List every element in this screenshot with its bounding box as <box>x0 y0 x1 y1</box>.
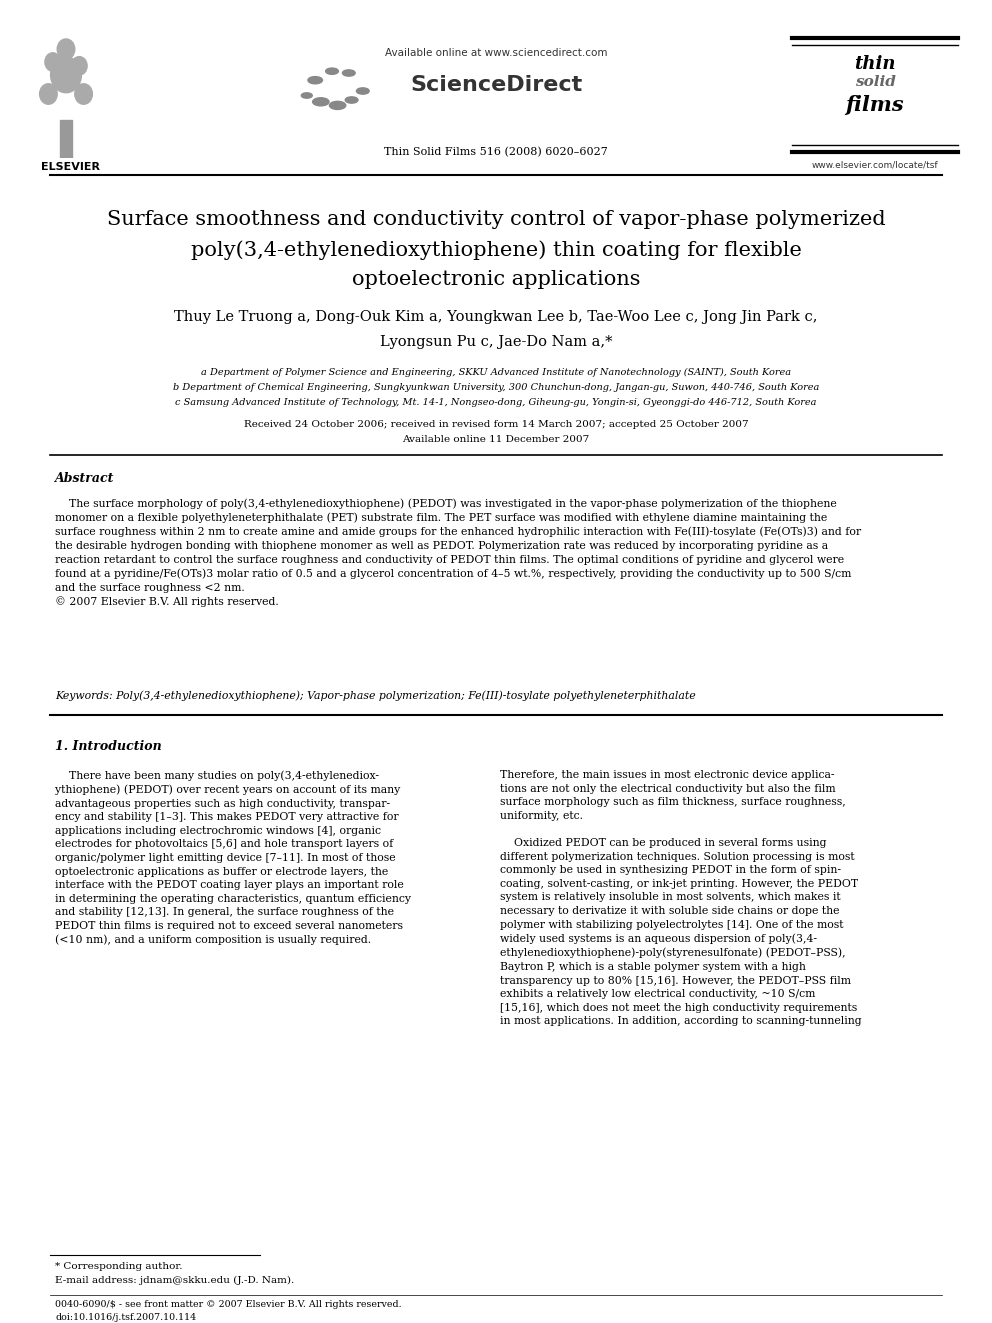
Text: films: films <box>846 95 905 115</box>
Ellipse shape <box>302 93 312 98</box>
Text: Lyongsun Pu c, Jae-Do Nam a,*: Lyongsun Pu c, Jae-Do Nam a,* <box>380 335 612 349</box>
Ellipse shape <box>40 83 58 105</box>
Text: Received 24 October 2006; received in revised form 14 March 2007; accepted 25 Oc: Received 24 October 2006; received in re… <box>244 419 748 429</box>
Ellipse shape <box>71 57 87 75</box>
Text: ELSEVIER: ELSEVIER <box>41 161 99 172</box>
Text: doi:10.1016/j.tsf.2007.10.114: doi:10.1016/j.tsf.2007.10.114 <box>55 1312 196 1322</box>
Text: Therefore, the main issues in most electronic device applica-
tions are not only: Therefore, the main issues in most elect… <box>500 770 862 1027</box>
Ellipse shape <box>325 67 338 74</box>
Text: Surface smoothness and conductivity control of vapor-phase polymerized: Surface smoothness and conductivity cont… <box>107 210 885 229</box>
Text: www.elsevier.com/locate/tsf: www.elsevier.com/locate/tsf <box>811 160 938 169</box>
Text: Abstract: Abstract <box>55 472 114 486</box>
Text: c Samsung Advanced Institute of Technology, Mt. 14-1, Nongseo-dong, Giheung-gu, : c Samsung Advanced Institute of Technolo… <box>176 398 816 407</box>
Ellipse shape <box>308 77 322 83</box>
Text: ScienceDirect: ScienceDirect <box>410 75 582 95</box>
Text: b Department of Chemical Engineering, Sungkyunkwan University, 300 Chunchun-dong: b Department of Chemical Engineering, Su… <box>173 382 819 392</box>
Text: The surface morphology of poly(3,4-ethylenedioxythiophene) (PEDOT) was investiga: The surface morphology of poly(3,4-ethyl… <box>55 497 861 607</box>
Text: Available online 11 December 2007: Available online 11 December 2007 <box>403 435 589 445</box>
Text: E-mail address: jdnam@skku.edu (J.-D. Nam).: E-mail address: jdnam@skku.edu (J.-D. Na… <box>55 1275 295 1285</box>
Text: * Corresponding author.: * Corresponding author. <box>55 1262 183 1271</box>
Ellipse shape <box>51 57 81 93</box>
Ellipse shape <box>45 53 61 71</box>
Bar <box>60 119 72 157</box>
Text: optoelectronic applications: optoelectronic applications <box>352 270 640 288</box>
Text: 0040-6090/$ - see front matter © 2007 Elsevier B.V. All rights reserved.: 0040-6090/$ - see front matter © 2007 El… <box>55 1301 402 1308</box>
Text: solid: solid <box>854 75 896 89</box>
Text: a Department of Polymer Science and Engineering, SKKU Advanced Institute of Nano: a Department of Polymer Science and Engi… <box>201 368 791 377</box>
Ellipse shape <box>329 102 346 110</box>
Text: poly(3,4-ethylenedioxythiophene) thin coating for flexible: poly(3,4-ethylenedioxythiophene) thin co… <box>190 239 802 259</box>
Ellipse shape <box>356 87 369 94</box>
Text: Thuy Le Truong a, Dong-Ouk Kim a, Youngkwan Lee b, Tae-Woo Lee c, Jong Jin Park : Thuy Le Truong a, Dong-Ouk Kim a, Youngk… <box>175 310 817 324</box>
Text: Available online at www.sciencedirect.com: Available online at www.sciencedirect.co… <box>385 48 607 58</box>
Ellipse shape <box>345 97 358 103</box>
Ellipse shape <box>312 98 329 106</box>
Ellipse shape <box>74 83 92 105</box>
Text: Keywords: Poly(3,4-ethylenedioxythiophene); Vapor-phase polymerization; Fe(III)-: Keywords: Poly(3,4-ethylenedioxythiophen… <box>55 691 695 701</box>
Text: 1. Introduction: 1. Introduction <box>55 740 162 753</box>
Text: There have been many studies on poly(3,4-ethylenediox-
ythiophene) (PEDOT) over : There have been many studies on poly(3,4… <box>55 770 411 946</box>
Ellipse shape <box>58 38 74 60</box>
Text: Thin Solid Films 516 (2008) 6020–6027: Thin Solid Films 516 (2008) 6020–6027 <box>384 147 608 157</box>
Ellipse shape <box>342 70 355 77</box>
Text: thin: thin <box>854 56 896 73</box>
